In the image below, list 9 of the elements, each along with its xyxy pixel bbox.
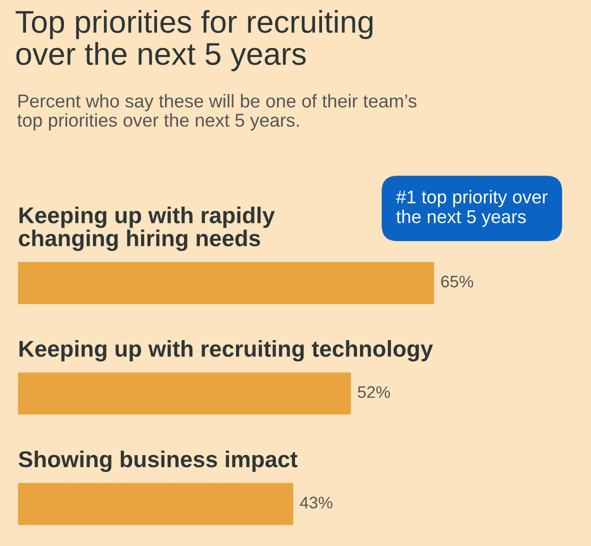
data-label: 43% [300,496,332,508]
y-tick-label: Showing business impact [18,450,298,472]
annotation: #1 top priority over the next 5 years [396,190,548,227]
y-tick-label: Keeping up with recruiting technology [20,340,433,362]
data-label: 52% [358,386,390,398]
chart-subtitle: Percent who say these will be one of their team’s top priorities over the next 5 years. [17,94,416,130]
y-tick-label: Keeping up with rapidly changing hiring needs [18,206,275,251]
chart-title: Top priorities for recruiting over the next 5 years [16,10,372,72]
data-label: 65% [441,276,474,288]
